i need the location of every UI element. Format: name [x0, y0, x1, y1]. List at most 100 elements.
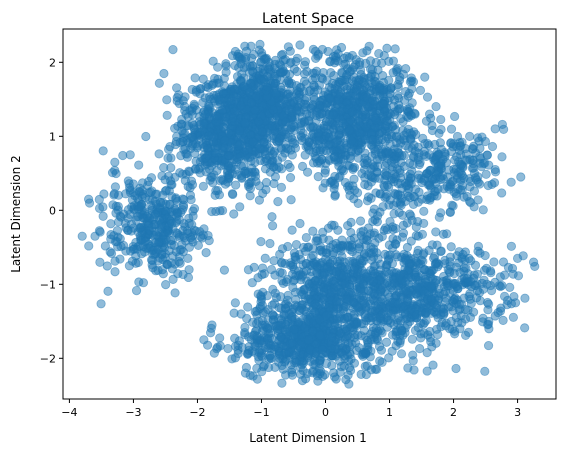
scatter-point	[98, 146, 108, 156]
scatter-point	[502, 295, 513, 306]
scatter-point	[150, 196, 160, 206]
scatter-point	[230, 60, 240, 71]
scatter-point	[434, 128, 444, 139]
scatter-point	[421, 307, 431, 317]
scatter-point	[336, 165, 346, 175]
scatter-point	[375, 265, 386, 275]
scatter-point	[190, 73, 200, 83]
scatter-point	[277, 152, 287, 162]
scatter-point	[407, 143, 417, 153]
scatter-point	[359, 291, 369, 301]
scatter-point	[140, 247, 150, 257]
scatter-point	[347, 76, 357, 86]
scatter-point	[451, 189, 461, 199]
scatter-point	[426, 282, 436, 292]
scatter-point	[374, 173, 384, 183]
scatter-point	[319, 268, 329, 279]
scatter-point	[398, 228, 409, 238]
scatter-point	[329, 178, 340, 189]
scatter-point	[111, 201, 121, 211]
scatter-point	[430, 186, 441, 196]
scatter-point	[249, 49, 259, 60]
scatter-point	[215, 341, 225, 351]
scatter-point	[336, 42, 347, 53]
scatter-point	[320, 178, 330, 188]
scatter-point	[359, 77, 369, 88]
scatter-point	[415, 85, 426, 95]
scatter-point	[399, 151, 410, 161]
scatter-point	[382, 116, 392, 126]
scatter-point	[498, 315, 508, 325]
scatter-point	[203, 150, 213, 161]
scatter-point	[422, 348, 432, 358]
scatter-point	[425, 326, 435, 337]
scatter-point	[409, 365, 419, 375]
scatter-point	[175, 258, 185, 268]
scatter-point	[318, 227, 328, 237]
scatter-point	[396, 349, 407, 359]
scatter-point	[425, 193, 435, 203]
scatter-point	[260, 253, 270, 263]
scatter-point	[397, 183, 407, 193]
scatter-point	[419, 206, 429, 216]
scatter-point	[276, 332, 286, 342]
scatter-point	[257, 326, 268, 336]
scatter-point	[408, 356, 418, 366]
scatter-point	[154, 149, 164, 159]
scatter-point	[490, 124, 500, 134]
scatter-point	[352, 188, 363, 198]
scatter-point	[285, 173, 296, 183]
scatter-point	[288, 282, 298, 293]
scatter-point	[227, 82, 237, 92]
scatter-point	[259, 74, 269, 85]
scatter-point	[266, 264, 277, 275]
scatter-point	[314, 314, 325, 325]
scatter-point	[339, 59, 349, 69]
scatter-point	[496, 303, 506, 313]
scatter-point	[329, 220, 339, 230]
scatter-point	[462, 273, 472, 284]
scatter-point	[154, 215, 165, 225]
scatter-point	[478, 205, 488, 215]
scatter-point	[256, 291, 266, 301]
scatter-point	[344, 379, 354, 389]
scatter-point	[184, 213, 194, 223]
scatter-point	[203, 230, 213, 241]
scatter-point	[448, 139, 459, 149]
y-tick-label: 2	[49, 56, 56, 69]
scatter-point	[449, 279, 459, 289]
scatter-point	[295, 119, 306, 129]
scatter-point	[189, 123, 199, 133]
scatter-point	[464, 253, 474, 264]
y-tick-label: 0	[49, 204, 56, 217]
scatter-point	[200, 109, 210, 119]
scatter-point	[330, 191, 340, 201]
x-tick-label: −2	[189, 406, 205, 419]
scatter-point	[447, 200, 457, 210]
scatter-point	[176, 207, 186, 218]
scatter-point	[452, 251, 462, 261]
scatter-point	[220, 135, 230, 145]
scatter-point	[338, 118, 348, 128]
scatter-point	[481, 169, 491, 179]
scatter-point	[232, 153, 242, 163]
scatter-point	[336, 145, 346, 155]
scatter-point	[331, 238, 341, 249]
scatter-point	[417, 194, 427, 204]
scatter-point	[240, 41, 250, 51]
scatter-point	[184, 265, 194, 275]
scatter-point	[431, 338, 441, 348]
scatter-point	[520, 323, 530, 333]
scatter-point	[257, 51, 267, 61]
scatter-point	[257, 127, 267, 137]
scatter-point	[340, 262, 350, 272]
scatter-point	[215, 333, 225, 343]
scatter-point	[230, 298, 240, 308]
scatter-point	[183, 253, 193, 263]
scatter-point	[374, 84, 385, 94]
scatter-point	[503, 262, 513, 272]
scatter-point	[375, 356, 385, 366]
scatter-point	[342, 322, 353, 332]
scatter-point	[372, 217, 382, 227]
scatter-point	[191, 226, 201, 236]
